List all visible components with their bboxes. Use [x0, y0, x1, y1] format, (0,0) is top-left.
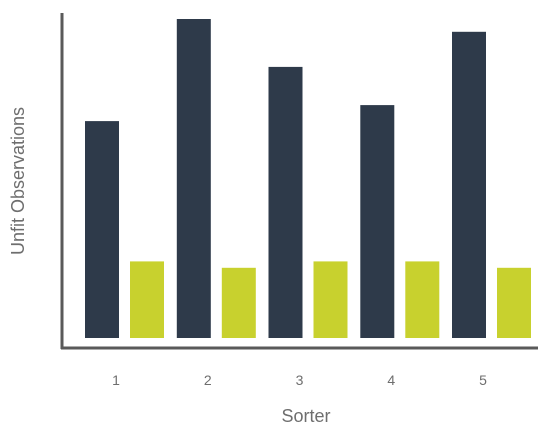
x-tick-label: 4 [387, 372, 395, 388]
x-axis-title: Sorter [281, 406, 330, 426]
x-tick-labels: 1 2 3 4 5 [112, 372, 487, 388]
bar-series2-cat-5 [497, 267, 531, 338]
x-tick-label: 2 [204, 372, 212, 388]
bar-series2-cat-2 [221, 267, 256, 338]
bar-series1-cat-3 [268, 66, 303, 339]
y-axis-title: Unfit Observations [8, 107, 28, 255]
bar-series2-cat-3 [313, 261, 348, 338]
x-tick-label: 1 [112, 372, 120, 388]
bar-series1-cat-5 [452, 31, 486, 339]
bar-series2-cat-1 [130, 261, 164, 338]
bar-series1-cat-4 [360, 105, 395, 338]
x-tick-label: 5 [479, 372, 487, 388]
bar-series2-cat-4 [405, 261, 440, 338]
x-tick-label: 3 [296, 372, 304, 388]
bar-series1-cat-2 [176, 19, 211, 338]
bars-group [85, 19, 531, 339]
bar-series1-cat-1 [85, 121, 119, 338]
